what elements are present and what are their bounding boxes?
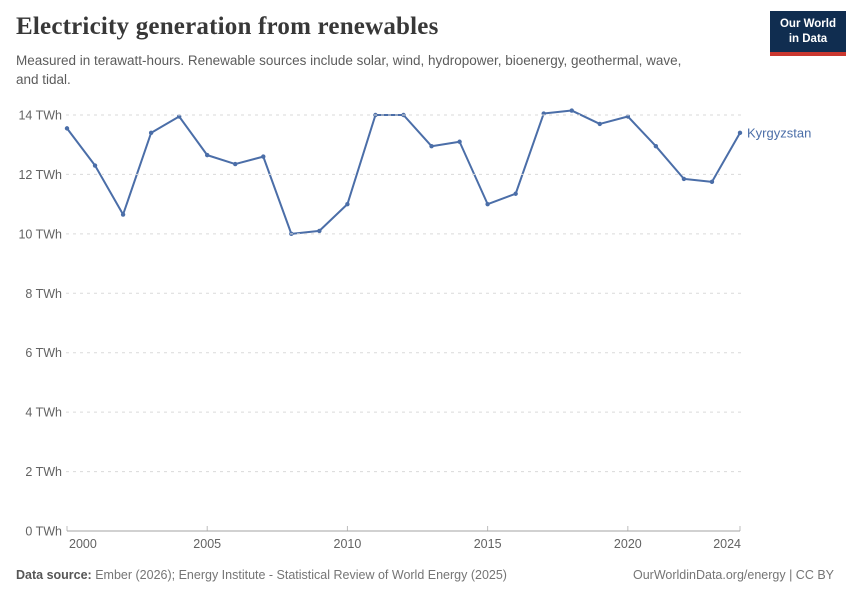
y-axis-tick-label: 4 TWh — [25, 406, 62, 420]
x-axis-tick-label: 2015 — [474, 537, 502, 551]
x-axis-tick-label: 2010 — [334, 537, 362, 551]
y-axis-tick-label: 8 TWh — [25, 287, 62, 301]
y-axis-tick-label: 14 TWh — [18, 109, 62, 123]
chart-title: Electricity generation from renewables — [16, 13, 439, 40]
data-line[interactable] — [66, 109, 741, 235]
data-source-note: Data source: Ember (2026); Energy Instit… — [16, 568, 507, 582]
y-axis-tick-label: 2 TWh — [25, 465, 62, 479]
credit-link[interactable]: OurWorldinData.org/energy | CC BY — [632, 568, 834, 582]
data-source-text: Ember (2026); Energy Institute - Statist… — [95, 568, 507, 582]
y-axis-tick-label: 6 TWh — [25, 346, 62, 360]
series-label[interactable]: Kyrgyzstan — [747, 125, 811, 140]
y-axis-tick-label: 10 TWh — [18, 227, 62, 241]
owid-logo[interactable]: Our World in Data — [770, 11, 846, 56]
data-source-label: Data source: — [16, 568, 92, 582]
owid-logo-line2: in Data — [788, 32, 828, 45]
x-axis-tick-label: 2024 — [713, 537, 741, 551]
y-axis-tick-label: 12 TWh — [18, 168, 62, 182]
x-axis-tick-label: 2005 — [193, 537, 221, 551]
y-axis-tick-label: 0 TWh — [25, 525, 62, 539]
chart-subtitle: Measured in terawatt-hours. Renewable so… — [16, 53, 682, 88]
x-axis-tick-label: 2000 — [69, 537, 97, 551]
x-axis-tick-label: 2020 — [614, 537, 642, 551]
owid-logo-line1: Our World — [779, 18, 836, 31]
